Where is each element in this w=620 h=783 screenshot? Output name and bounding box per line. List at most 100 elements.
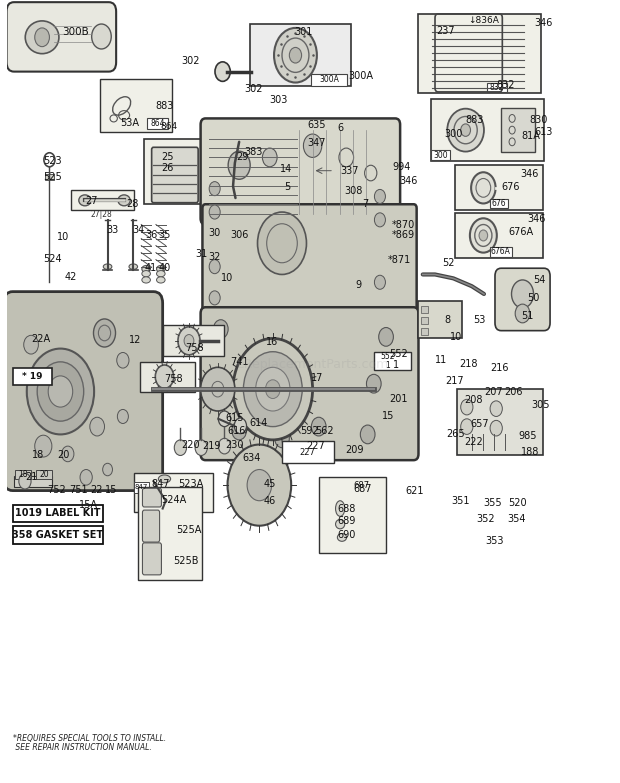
Text: 354: 354 bbox=[507, 514, 526, 524]
Text: 14: 14 bbox=[280, 164, 293, 174]
Bar bbox=[282, 442, 334, 464]
Bar bbox=[15, 470, 31, 479]
Text: 676: 676 bbox=[501, 182, 520, 192]
Bar bbox=[421, 305, 428, 313]
Circle shape bbox=[24, 335, 38, 354]
Text: 525B: 525B bbox=[174, 556, 199, 566]
Text: 552: 552 bbox=[389, 349, 408, 359]
Bar bbox=[12, 368, 53, 385]
Text: 40: 40 bbox=[158, 263, 170, 273]
Circle shape bbox=[19, 474, 31, 489]
Bar bbox=[431, 99, 544, 161]
Text: 303: 303 bbox=[270, 96, 288, 106]
Text: 81A: 81A bbox=[521, 131, 540, 141]
Text: SEE REPAIR INSTRUCTION MANUAL.: SEE REPAIR INSTRUCTION MANUAL. bbox=[12, 743, 151, 752]
Text: 53: 53 bbox=[473, 315, 485, 325]
Circle shape bbox=[275, 429, 290, 448]
Circle shape bbox=[490, 401, 502, 417]
Circle shape bbox=[232, 421, 247, 440]
Circle shape bbox=[461, 419, 473, 435]
Text: 615: 615 bbox=[225, 413, 244, 423]
Text: 208: 208 bbox=[464, 395, 483, 405]
Circle shape bbox=[35, 435, 52, 457]
Bar bbox=[457, 389, 542, 456]
Text: 6: 6 bbox=[338, 123, 344, 133]
Text: 22A: 22A bbox=[31, 334, 50, 345]
Text: 687: 687 bbox=[353, 481, 370, 489]
Circle shape bbox=[257, 212, 306, 275]
Ellipse shape bbox=[25, 21, 59, 54]
FancyBboxPatch shape bbox=[4, 291, 162, 491]
Bar bbox=[140, 362, 195, 392]
Bar bbox=[134, 482, 149, 493]
Text: 592: 592 bbox=[300, 426, 319, 436]
Text: ↓836A: ↓836A bbox=[468, 16, 499, 25]
Text: 524A: 524A bbox=[161, 495, 187, 505]
Text: 21: 21 bbox=[25, 472, 37, 482]
Text: 351: 351 bbox=[451, 496, 469, 506]
Circle shape bbox=[184, 334, 194, 347]
Ellipse shape bbox=[335, 501, 345, 516]
Ellipse shape bbox=[142, 271, 151, 277]
Ellipse shape bbox=[142, 265, 151, 272]
Circle shape bbox=[374, 306, 386, 320]
Circle shape bbox=[360, 425, 375, 444]
Circle shape bbox=[231, 189, 241, 201]
Text: 227: 227 bbox=[299, 448, 316, 456]
Text: 15: 15 bbox=[383, 412, 395, 421]
Bar bbox=[215, 139, 270, 204]
Text: 10: 10 bbox=[57, 232, 69, 242]
Circle shape bbox=[262, 148, 277, 167]
Circle shape bbox=[156, 365, 174, 388]
Text: 758: 758 bbox=[164, 374, 183, 384]
Text: 53A: 53A bbox=[120, 118, 140, 128]
Text: *869: *869 bbox=[392, 230, 415, 240]
Text: 994: 994 bbox=[392, 162, 410, 171]
FancyBboxPatch shape bbox=[201, 307, 418, 460]
Text: *REQUIRES SPECIAL TOOLS TO INSTALL.: *REQUIRES SPECIAL TOOLS TO INSTALL. bbox=[12, 734, 166, 742]
Text: 302: 302 bbox=[244, 84, 262, 94]
Circle shape bbox=[209, 182, 220, 196]
Bar bbox=[374, 352, 410, 370]
Text: * 19: * 19 bbox=[22, 372, 43, 381]
Circle shape bbox=[515, 304, 530, 323]
Text: 188: 188 bbox=[521, 447, 539, 457]
FancyBboxPatch shape bbox=[143, 510, 159, 542]
Text: 230: 230 bbox=[226, 439, 244, 449]
Ellipse shape bbox=[104, 264, 112, 269]
Text: 207: 207 bbox=[484, 388, 503, 397]
Text: 41: 41 bbox=[145, 263, 157, 273]
Text: 523: 523 bbox=[43, 156, 62, 165]
Text: 12: 12 bbox=[129, 335, 141, 345]
Circle shape bbox=[228, 151, 250, 179]
Text: 752: 752 bbox=[47, 485, 66, 495]
Text: 10: 10 bbox=[221, 273, 233, 283]
Circle shape bbox=[27, 348, 94, 435]
Text: 676A: 676A bbox=[508, 226, 534, 236]
Text: 301: 301 bbox=[294, 27, 312, 37]
Text: 222: 222 bbox=[464, 437, 483, 447]
Text: 525: 525 bbox=[43, 172, 62, 182]
Text: 676: 676 bbox=[492, 199, 507, 208]
Circle shape bbox=[209, 260, 220, 274]
Text: 832: 832 bbox=[496, 80, 515, 90]
Text: 689: 689 bbox=[337, 516, 355, 526]
Text: 300A: 300A bbox=[348, 70, 373, 81]
Ellipse shape bbox=[447, 109, 484, 152]
Text: 15: 15 bbox=[105, 485, 117, 495]
Text: 616: 616 bbox=[227, 426, 246, 436]
Bar bbox=[501, 108, 535, 152]
Text: 209: 209 bbox=[345, 445, 364, 455]
Ellipse shape bbox=[129, 264, 138, 269]
Text: 22: 22 bbox=[90, 485, 102, 495]
Ellipse shape bbox=[337, 533, 347, 541]
Text: 832: 832 bbox=[490, 83, 504, 92]
Circle shape bbox=[233, 338, 312, 440]
Text: 864: 864 bbox=[151, 119, 165, 128]
Text: 758: 758 bbox=[185, 343, 203, 353]
Circle shape bbox=[61, 446, 74, 462]
Circle shape bbox=[209, 290, 220, 305]
Circle shape bbox=[471, 172, 495, 204]
Text: 523A: 523A bbox=[178, 478, 203, 489]
Circle shape bbox=[219, 374, 234, 393]
